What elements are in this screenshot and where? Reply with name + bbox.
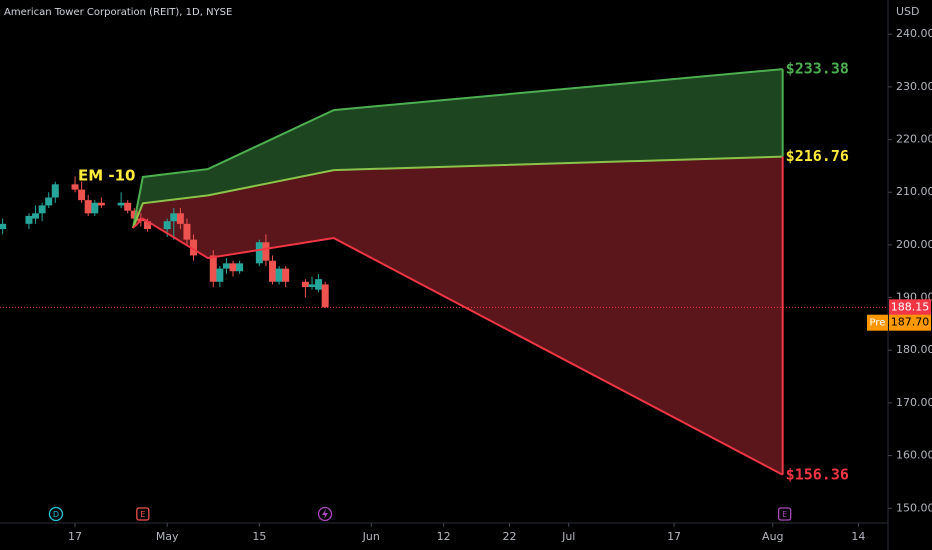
- y-tick-label: 210.00: [896, 185, 932, 198]
- premarket-badge-label: Pre: [870, 318, 886, 329]
- event-label: E: [140, 510, 145, 519]
- event-icon: [317, 506, 333, 522]
- candle-body: [321, 284, 329, 308]
- x-tick-label: Jul: [561, 530, 575, 543]
- x-tick-label: 17: [68, 530, 82, 543]
- x-tick-label: May: [156, 530, 179, 543]
- range-line: [132, 155, 783, 229]
- premarket-tag: [889, 314, 931, 331]
- x-tick-label: 14: [851, 530, 865, 543]
- event-shape: [48, 506, 64, 522]
- candle-body: [308, 284, 316, 288]
- event-icon: D: [48, 506, 64, 522]
- candle-body: [91, 202, 99, 214]
- y-tick-label: 240.00: [896, 27, 932, 40]
- x-tick-label: Aug: [762, 530, 783, 543]
- candle-body: [45, 197, 53, 206]
- range-label: $233.38: [786, 60, 849, 78]
- event-label: E: [782, 510, 787, 519]
- y-tick-label: 220.00: [896, 133, 932, 146]
- x-tick-label: 15: [252, 530, 266, 543]
- candle-body: [84, 200, 92, 214]
- chart-title: American Tower Corporation (REIT), 1D, N…: [4, 7, 232, 18]
- y-tick-label: 150.00: [896, 501, 932, 514]
- candle-body: [71, 184, 79, 190]
- candle-body: [275, 268, 283, 282]
- annotation: EM -10: [78, 167, 136, 185]
- candle-body: [0, 223, 7, 230]
- event-shape: [136, 507, 150, 521]
- event-shape: [778, 507, 792, 521]
- range-label: $156.36: [786, 465, 849, 483]
- range-label: $216.76: [786, 147, 849, 165]
- candle-body: [143, 221, 151, 230]
- candle-body: [262, 242, 270, 261]
- candle-body: [222, 263, 230, 269]
- candle-body: [255, 242, 263, 264]
- x-tick-label: 12: [437, 530, 451, 543]
- candle-body: [176, 213, 184, 224]
- premarket-badge: [867, 314, 888, 331]
- candle-body: [301, 281, 309, 288]
- candle-body: [38, 205, 46, 214]
- candle-body: [183, 223, 191, 240]
- last-price-label: 188.15: [891, 300, 930, 313]
- candle-body: [229, 263, 237, 272]
- x-tick-label: 22: [502, 530, 516, 543]
- candle-body: [190, 239, 198, 256]
- candle-body: [315, 279, 323, 290]
- y-tick-label: 170.00: [896, 396, 932, 409]
- range-fill: [132, 156, 783, 475]
- candle-body: [269, 260, 277, 282]
- range-line: [131, 68, 783, 229]
- candle-body: [117, 202, 125, 206]
- candle-body: [32, 213, 40, 219]
- y-tick-label: 200.00: [896, 238, 932, 251]
- candle-body: [51, 184, 59, 198]
- y-tick-label: 160.00: [896, 449, 932, 462]
- range-line: [132, 217, 784, 476]
- event-icon: E: [778, 507, 792, 521]
- candle-body: [216, 268, 224, 282]
- y-tick-label: 180.00: [896, 343, 932, 356]
- event-label: D: [53, 510, 59, 519]
- last-price-tag: [889, 299, 931, 316]
- premarket-price: 187.70: [891, 316, 930, 329]
- candle-body: [163, 221, 171, 230]
- candle-body: [25, 215, 33, 224]
- candle-body: [97, 202, 105, 206]
- candle-body: [236, 263, 244, 272]
- candle-body: [124, 202, 132, 211]
- range-fill: [132, 69, 783, 229]
- candle-body: [170, 213, 178, 222]
- candle-body: [282, 268, 290, 282]
- candle-body: [130, 210, 138, 219]
- x-tick-label: Jun: [362, 530, 380, 543]
- x-tick-label: 17: [667, 530, 681, 543]
- candle-body: [209, 255, 217, 282]
- candle-body: [78, 189, 86, 201]
- y-tick-label: 230.00: [896, 80, 932, 93]
- event-icon: E: [136, 507, 150, 521]
- currency: USD: [896, 5, 920, 18]
